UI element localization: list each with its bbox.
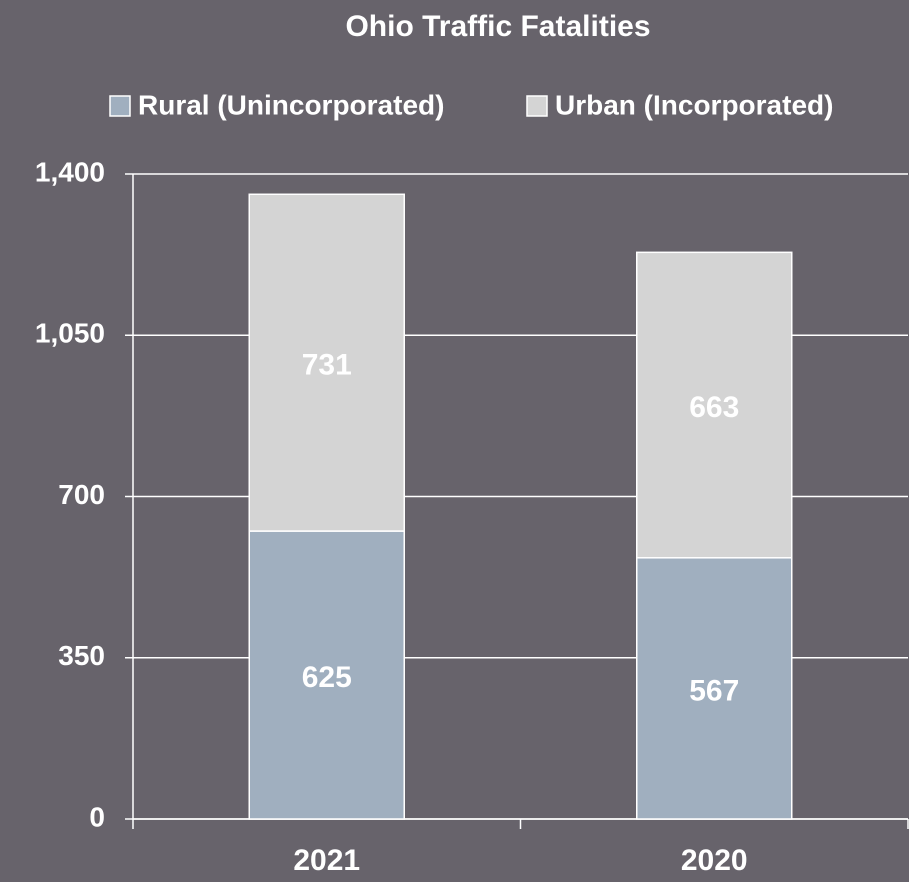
chart-title: Ohio Traffic Fatalities [345,10,650,43]
y-tick-label: 700 [58,479,105,510]
data-label: 625 [302,661,352,694]
y-tick-label: 350 [58,640,105,671]
data-label: 567 [689,674,739,707]
legend-swatch [526,95,548,117]
y-tick-label: 1,400 [35,156,105,187]
legend-label: Urban (Incorporated) [555,89,833,120]
y-tick-label: 1,050 [35,318,105,349]
data-label: 663 [689,391,739,424]
y-tick-label: 0 [89,801,105,832]
x-tick-label: 2021 [293,844,360,877]
legend-swatch [109,95,131,117]
bar-segment [636,251,793,559]
bar-segment [248,193,405,532]
legend-label: Rural (Unincorporated) [138,89,444,120]
x-tick-label: 2020 [681,844,748,877]
data-label: 731 [302,349,352,382]
